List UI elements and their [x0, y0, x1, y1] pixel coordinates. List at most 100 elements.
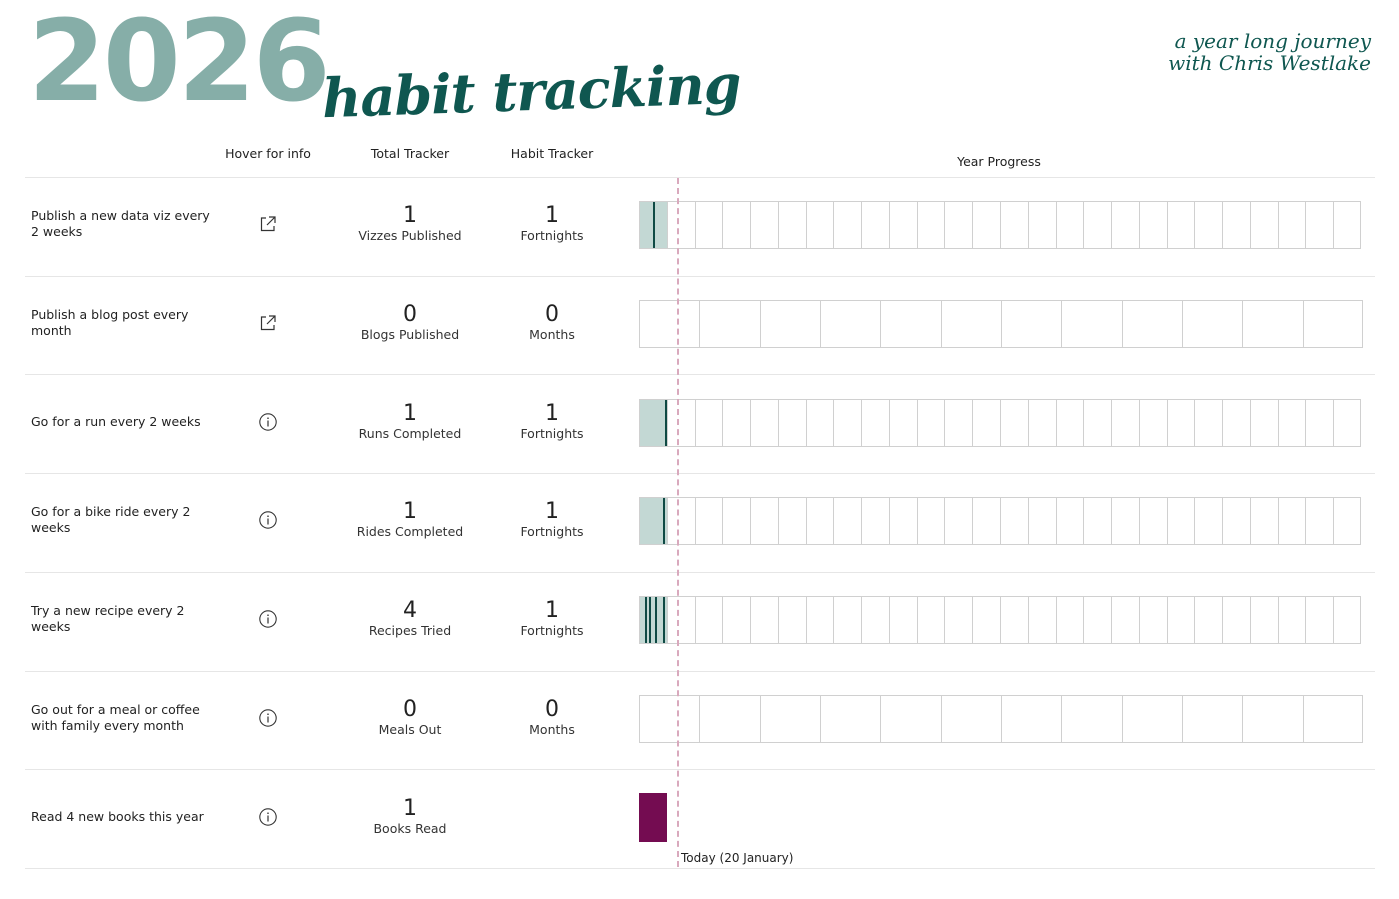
period-cell [821, 301, 882, 347]
period-cell [779, 400, 807, 446]
period-cell [723, 400, 752, 446]
period-cell [1168, 597, 1196, 643]
total-unit: Recipes Tried [368, 623, 452, 638]
period-cell [696, 400, 724, 446]
period-cell [881, 301, 942, 347]
period-cell [723, 202, 752, 248]
total-tracker: 1 Books Read [335, 797, 485, 837]
info-icon[interactable] [258, 807, 278, 827]
info-icon[interactable] [258, 412, 278, 432]
period-cell [945, 498, 974, 544]
period-cell [779, 202, 807, 248]
period-cell [779, 498, 807, 544]
period-cell [668, 597, 696, 643]
habit-unit: Fortnights [520, 623, 584, 638]
period-cell [751, 498, 779, 544]
period-cell [1112, 597, 1140, 643]
year-progress-track[interactable] [639, 201, 1361, 249]
total-unit: Books Read [373, 821, 447, 836]
period-cell [761, 696, 821, 742]
period-cell [1002, 696, 1063, 742]
period-cell [1279, 400, 1307, 446]
total-count: 0 [403, 697, 417, 722]
period-cell [973, 202, 1001, 248]
period-cell [1123, 696, 1183, 742]
today-marker-line [677, 178, 679, 867]
total-unit: Runs Completed [358, 426, 462, 441]
habit-tracker: 1 Fortnights [477, 500, 627, 540]
period-cell [890, 498, 918, 544]
period-cell [1251, 498, 1279, 544]
period-cell [640, 498, 668, 544]
info-icon[interactable] [258, 510, 278, 530]
habit-tracker: 1 Fortnights [477, 204, 627, 244]
year-progress-track[interactable] [639, 695, 1363, 743]
year-progress-track[interactable] [639, 596, 1361, 644]
tagline-line-2: with Chris Westlake [1168, 51, 1371, 75]
period-cell [1195, 400, 1224, 446]
period-cell [1057, 202, 1085, 248]
habit-count: 0 [545, 302, 559, 327]
total-tracker: 1 Runs Completed [335, 402, 485, 442]
period-cell [1140, 498, 1168, 544]
period-cell [862, 400, 890, 446]
period-cell [1223, 400, 1251, 446]
habit-unit: Fortnights [520, 228, 584, 243]
year-progress-track[interactable] [639, 399, 1361, 447]
year-progress-track[interactable] [639, 300, 1363, 348]
period-cell [1168, 202, 1196, 248]
row-divider [25, 769, 1375, 770]
external-link-icon[interactable] [258, 214, 278, 234]
period-cell [779, 597, 807, 643]
period-cell [807, 597, 835, 643]
period-cell [1123, 301, 1183, 347]
period-cell [1140, 597, 1168, 643]
period-cell [668, 400, 696, 446]
period-cell [668, 202, 696, 248]
period-cell [807, 498, 835, 544]
habit-label: Go for a bike ride every 2 weeks [31, 504, 191, 535]
period-cell [862, 597, 890, 643]
total-count: 1 [403, 401, 417, 426]
period-cell [1001, 597, 1029, 643]
period-cell [1223, 202, 1251, 248]
period-cell [1084, 597, 1113, 643]
period-cell [696, 202, 724, 248]
period-cell [1195, 597, 1224, 643]
period-cell [751, 202, 779, 248]
year-progress-track[interactable] [639, 497, 1361, 545]
info-icon[interactable] [258, 708, 278, 728]
period-cell [1243, 301, 1304, 347]
period-cell [918, 597, 946, 643]
column-header-progress: Year Progress [957, 154, 1041, 169]
books-progress-bar[interactable] [639, 793, 667, 842]
period-cell [890, 202, 918, 248]
period-cell [640, 400, 668, 446]
column-header-habit: Habit Tracker [510, 146, 594, 161]
period-cell [973, 498, 1001, 544]
period-cell [640, 202, 668, 248]
event-tick [648, 597, 651, 643]
habit-label: Go out for a meal or coffee with family … [31, 702, 200, 733]
info-icon[interactable] [258, 609, 278, 629]
period-cell [700, 696, 761, 742]
period-cell [640, 696, 701, 742]
period-cell [668, 498, 696, 544]
period-cell [1001, 498, 1029, 544]
event-tick [652, 202, 655, 248]
event-tick [654, 597, 657, 643]
period-cell [1140, 400, 1168, 446]
external-link-icon[interactable] [258, 313, 278, 333]
period-cell [1251, 597, 1279, 643]
period-cell [696, 597, 724, 643]
period-cell [1057, 597, 1085, 643]
period-cell [945, 202, 974, 248]
habit-unit: Fortnights [520, 426, 584, 441]
period-cell [973, 400, 1001, 446]
period-cell [1279, 498, 1307, 544]
total-tracker: 0 Blogs Published [335, 303, 485, 343]
column-header-info: Hover for info [225, 146, 311, 161]
period-cell [1251, 400, 1279, 446]
period-cell [1183, 696, 1244, 742]
period-cell [1223, 597, 1251, 643]
